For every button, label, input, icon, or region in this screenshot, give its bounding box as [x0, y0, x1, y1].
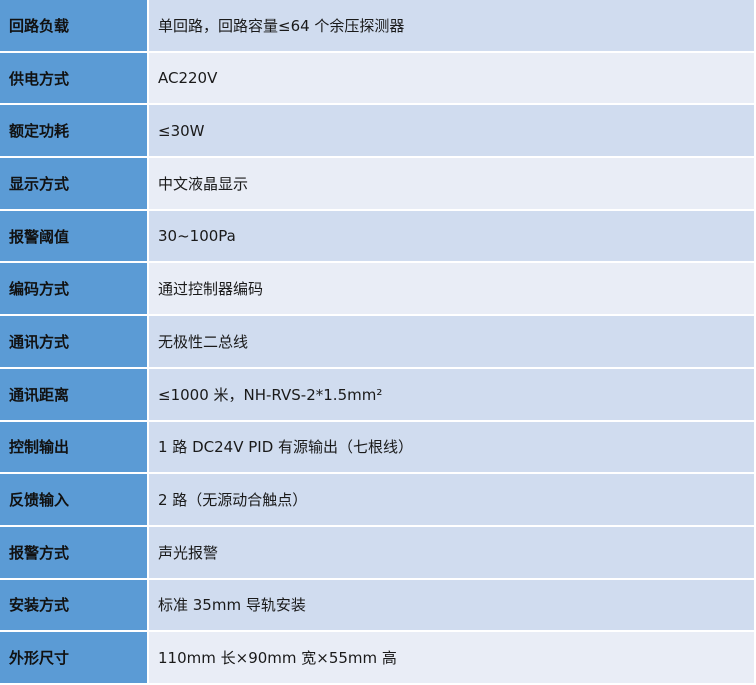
spec-label: 外形尺寸: [0, 632, 147, 683]
table-row: 编码方式 通过控制器编码: [0, 263, 754, 315]
spec-value: 标准 35mm 导轨安装: [149, 579, 754, 631]
spec-label: 报警阈值: [0, 210, 147, 262]
table-row: 通讯距离 ≤1000 米，NH-RVS-2*1.5mm²: [0, 368, 754, 420]
spec-value: 通过控制器编码: [149, 263, 754, 315]
spec-label: 编码方式: [0, 263, 147, 315]
spec-label: 显示方式: [0, 158, 147, 209]
spec-label: 反馈输入: [0, 474, 147, 525]
spec-label: 安装方式: [0, 579, 147, 631]
table-row: 额定功耗 ≤30W: [0, 105, 754, 157]
table-row: 反馈输入 2 路（无源动合触点）: [0, 474, 754, 525]
spec-value: 1 路 DC24V PID 有源输出（七根线）: [149, 421, 754, 473]
spec-label: 额定功耗: [0, 105, 147, 157]
spec-label: 通讯距离: [0, 368, 147, 420]
table-row: 显示方式 中文液晶显示: [0, 158, 754, 209]
spec-value: 无极性二总线: [149, 316, 754, 367]
spec-value: ≤30W: [149, 105, 754, 157]
table-row: 通讯方式 无极性二总线: [0, 316, 754, 367]
table-row: 报警阈值 30~100Pa: [0, 210, 754, 262]
spec-value: 声光报警: [149, 526, 754, 578]
spec-value: ≤1000 米，NH-RVS-2*1.5mm²: [149, 368, 754, 420]
table-row: 回路负载 单回路，回路容量≤64 个余压探测器: [0, 0, 754, 51]
spec-value: 单回路，回路容量≤64 个余压探测器: [149, 0, 754, 51]
table-row: 控制输出 1 路 DC24V PID 有源输出（七根线）: [0, 421, 754, 473]
spec-value: 中文液晶显示: [149, 158, 754, 209]
spec-value: 30~100Pa: [149, 210, 754, 262]
spec-value: AC220V: [149, 52, 754, 104]
spec-label: 报警方式: [0, 526, 147, 578]
table-row: 报警方式 声光报警: [0, 526, 754, 578]
spec-label: 回路负载: [0, 0, 147, 51]
table-row: 外形尺寸 110mm 长×90mm 宽×55mm 高: [0, 632, 754, 683]
table-row: 供电方式 AC220V: [0, 52, 754, 104]
spec-label: 通讯方式: [0, 316, 147, 367]
spec-value: 110mm 长×90mm 宽×55mm 高: [149, 632, 754, 683]
spec-label: 控制输出: [0, 421, 147, 473]
table-row: 安装方式 标准 35mm 导轨安装: [0, 579, 754, 631]
spec-label: 供电方式: [0, 52, 147, 104]
spec-value: 2 路（无源动合触点）: [149, 474, 754, 525]
